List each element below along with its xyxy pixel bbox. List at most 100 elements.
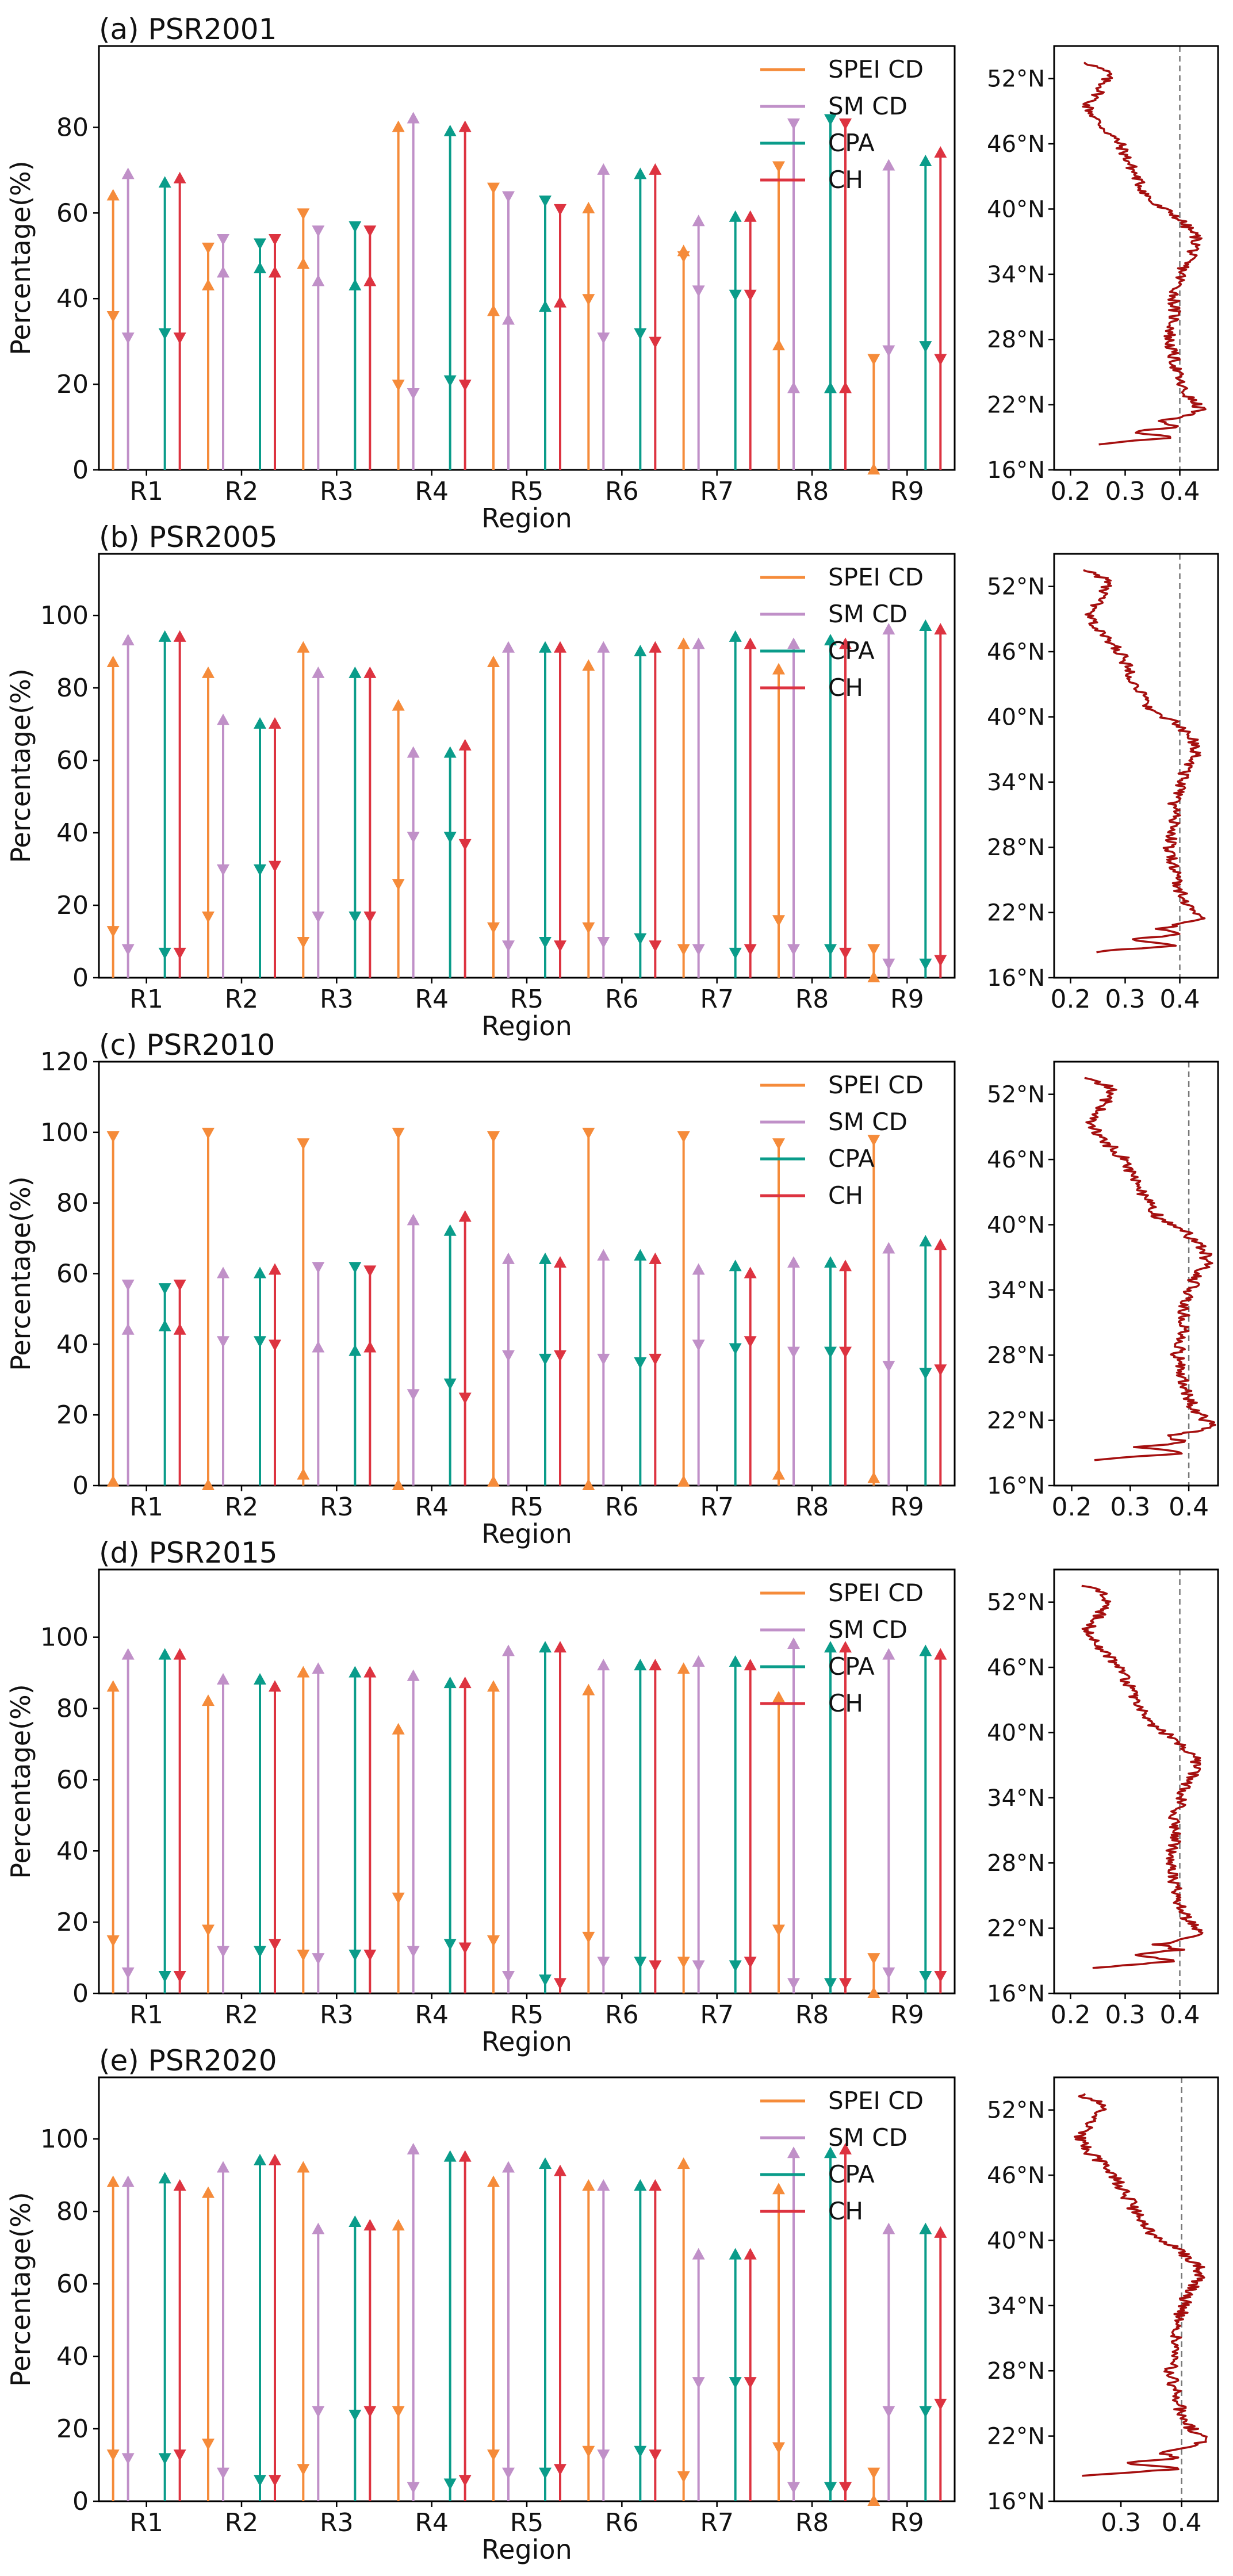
marker-up [772, 339, 785, 351]
marker-down [919, 1971, 932, 1983]
marker-up [254, 262, 266, 274]
marker-down [934, 1971, 947, 1983]
marker-down [458, 2475, 472, 2487]
marker-up [502, 2161, 515, 2173]
marker-down [312, 2406, 325, 2418]
x-tick-label: R1 [129, 2508, 163, 2537]
marker-up [729, 630, 742, 642]
marker-down [487, 922, 500, 934]
x-tick-label: R2 [225, 985, 259, 1014]
plot-frame [98, 2076, 956, 2502]
marker-up [554, 296, 566, 308]
marker-up [487, 1680, 500, 1692]
y-tick-label: 80 [56, 113, 89, 142]
marker-down [349, 911, 362, 923]
marker-up [458, 1676, 472, 1689]
marker-down [824, 2482, 837, 2494]
marker-up [692, 637, 705, 649]
marker-up [882, 1242, 895, 1254]
marker-down [539, 196, 552, 207]
marker-up [297, 1666, 310, 1678]
marker-up [458, 1210, 472, 1222]
marker-down [458, 380, 472, 392]
x-tick-label: R7 [700, 2000, 734, 2030]
y-tick-label: 80 [56, 2197, 89, 2226]
marker-up [649, 1252, 662, 1264]
marker-down [787, 2482, 800, 2494]
y-axis-label: Percentage(%) [5, 2192, 36, 2386]
lat-tick-label: 28°N [987, 327, 1045, 353]
marker-up [692, 1655, 705, 1667]
marker-down [297, 1949, 310, 1961]
y-tick-label: 0 [72, 1979, 89, 2008]
marker-up [919, 1235, 932, 1247]
marker-down [158, 1283, 171, 1295]
panel-title: (e) PSR2020 [99, 2044, 277, 2077]
marker-down [729, 1960, 742, 1972]
marker-up [392, 699, 405, 711]
marker-down [919, 958, 932, 970]
marker-down [839, 1346, 852, 1358]
marker-up [934, 623, 947, 635]
legend-entry: SPEI CD [828, 55, 924, 83]
marker-up [692, 215, 705, 227]
marker-down [121, 332, 135, 345]
marker-down [772, 1924, 785, 1936]
legend: SPEI CD SM CD CPA CH [760, 2087, 924, 2225]
marker-down [349, 1262, 362, 1274]
legend: SPEI CD SM CD CPA CH [760, 1579, 924, 1717]
marker-up [597, 641, 610, 653]
marker-down [502, 940, 515, 952]
marker-up [297, 2161, 310, 2173]
marker-down [392, 1127, 405, 1139]
marker-down [502, 191, 515, 203]
marker-down [772, 1138, 785, 1150]
marker-down [106, 311, 120, 323]
x-tick-label: R8 [795, 985, 829, 1014]
marker-up [634, 167, 647, 179]
marker-up [392, 2219, 405, 2231]
marker-down [554, 204, 566, 216]
marker-up [554, 1641, 566, 1653]
marker-down [597, 332, 610, 345]
plot-frame [98, 1568, 956, 1995]
lat-tick-label: 52°N [987, 1590, 1045, 1616]
x-axis-label: Region [481, 1518, 572, 1549]
marker-up [443, 746, 457, 758]
marker-up [772, 1468, 785, 1480]
marker-down [173, 332, 186, 345]
profile-line [1084, 1077, 1216, 1461]
marker-up [744, 637, 757, 649]
bar-marks [106, 619, 947, 982]
marker-up [919, 619, 932, 631]
marker-down [407, 2482, 420, 2494]
marker-up [554, 1256, 566, 1268]
profile-frame [1053, 45, 1219, 471]
marker-down [349, 1949, 362, 1961]
marker-down [867, 2467, 880, 2479]
marker-up [121, 1323, 135, 1335]
marker-up [106, 2175, 120, 2187]
marker-down [443, 1939, 457, 1951]
marker-down [824, 944, 837, 956]
marker-up [349, 2215, 362, 2227]
marker-down [158, 947, 171, 959]
marker-up [173, 2179, 186, 2191]
marker-up [297, 257, 310, 269]
profile-x-tick-label: 0.3 [1105, 477, 1146, 506]
marker-down [582, 922, 595, 934]
marker-down [458, 839, 472, 851]
marker-up [839, 381, 852, 393]
marker-up [729, 1655, 742, 1667]
x-tick-label: R9 [890, 2508, 924, 2537]
latitude-profile: 52°N 46°N 40°N 34°N 28°N 22°N 16°N0.2 0.3 0.4 [987, 45, 1219, 506]
marker-up [158, 630, 171, 642]
marker-up [934, 146, 947, 158]
profile-x-tick-label: 0.4 [1169, 1492, 1209, 1522]
x-tick-label: R9 [890, 1492, 924, 1522]
marker-up [649, 641, 662, 653]
marker-up [744, 210, 757, 222]
marker-down [692, 944, 705, 956]
marker-up [269, 1263, 281, 1275]
